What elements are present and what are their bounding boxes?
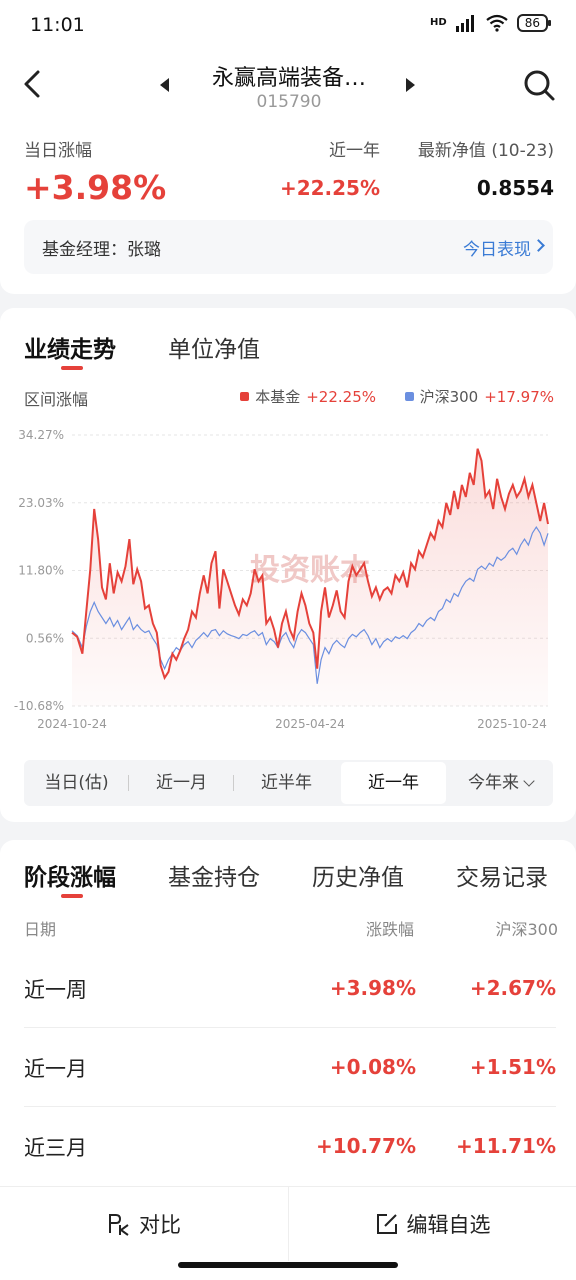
legend-index-label: 沪深300	[419, 388, 479, 406]
col-head-date: 日期	[24, 920, 57, 939]
active-tab-indicator	[61, 366, 83, 370]
home-indicator	[178, 1262, 398, 1268]
fund-area	[72, 448, 548, 706]
row-change: +3.98%	[329, 976, 416, 1000]
legend-fund-swatch	[240, 392, 250, 401]
previous-fund-icon[interactable]	[160, 78, 169, 92]
period-ytd-label: 今年来	[468, 773, 519, 793]
tab-fund-holdings[interactable]: 基金持仓	[168, 865, 260, 891]
period-6-months[interactable]: 近半年	[261, 773, 312, 793]
row-label: 近三月	[24, 1136, 87, 1160]
x-tick-label: 2025-10-24	[477, 717, 547, 731]
performance-chart-card: 业绩走势 单位净值 区间涨幅 本基金 +22.25% 沪深300 +17.97%…	[0, 308, 576, 822]
period-1-month[interactable]: 近一月	[129, 762, 234, 804]
legend-index-value: +17.97%	[484, 387, 554, 406]
wifi-icon	[486, 14, 508, 32]
compare-button[interactable]: 对比	[0, 1187, 288, 1261]
table-row[interactable]: 近一月 +0.08% +1.51%	[24, 1029, 556, 1107]
row-label: 近一月	[24, 1057, 87, 1081]
edit-watchlist-label: 编辑自选	[406, 1213, 491, 1237]
period-ytd-dropdown[interactable]: 今年来	[448, 762, 553, 804]
x-tick-label: 2024-10-24	[37, 717, 107, 731]
legend-fund: 本基金 +22.25%	[240, 386, 376, 407]
next-fund-icon[interactable]	[406, 78, 415, 92]
search-icon[interactable]	[522, 68, 556, 102]
status-bar: 11:01 HD 86	[0, 0, 576, 52]
y-tick-label: 11.80%	[18, 564, 64, 578]
table-row[interactable]: 近一周 +3.98% +2.67%	[24, 950, 556, 1028]
fund-header: 永赢高端装备… 015790	[0, 52, 576, 120]
row-label: 近一周	[24, 978, 87, 1002]
index-series-line	[71, 525, 549, 684]
fund-summary-card: 当日涨幅 +3.98% 近一年 +22.25% 最新净值 (10-23) 0.8…	[0, 120, 576, 294]
fund-manager-text: 基金经理：张璐	[42, 240, 161, 260]
year-change-label: 近一年	[329, 141, 380, 161]
pk-compare-icon	[109, 1214, 129, 1236]
stage-returns-card: 阶段涨幅 基金持仓 历史净值 交易记录 日期 涨跌幅 沪深300 近一周 +3.…	[0, 840, 576, 1190]
y-tick-label: 0.56%	[26, 631, 64, 645]
legend-index: 沪深300 +17.97%	[404, 386, 554, 407]
daily-change-label: 当日涨幅	[24, 141, 92, 161]
range-change-label: 区间涨幅	[24, 390, 89, 409]
daily-change-value: +3.98%	[24, 168, 167, 207]
y-tick-label: 23.03%	[18, 496, 64, 510]
fund-manager-bar[interactable]: 基金经理：张璐 今日表现	[24, 220, 553, 274]
tab-unit-nav[interactable]: 单位净值	[168, 337, 260, 363]
fund-code: 015790	[256, 92, 322, 112]
edit-watchlist-button[interactable]: 编辑自选	[289, 1187, 576, 1261]
today-performance-link[interactable]: 今日表现	[463, 240, 531, 260]
footer-divider	[288, 1187, 289, 1261]
tab-stage-returns[interactable]: 阶段涨幅	[24, 865, 116, 891]
tab-trade-records[interactable]: 交易记录	[456, 865, 548, 891]
fund-series-line	[71, 448, 549, 681]
signal-icon	[455, 15, 474, 32]
period-1-year[interactable]: 近一年	[341, 762, 446, 804]
col-head-index: 沪深300	[495, 920, 558, 939]
legend-fund-value: +22.25%	[306, 387, 376, 406]
row-index: +2.67%	[469, 976, 556, 1000]
compare-label: 对比	[139, 1213, 181, 1237]
row-index: +1.51%	[469, 1055, 556, 1079]
year-change-value: +22.25%	[279, 176, 380, 200]
row-change: +0.08%	[329, 1055, 416, 1079]
legend-index-swatch	[404, 392, 414, 401]
latest-nav-value: 0.8554	[476, 176, 554, 200]
fund-name: 永赢高端装备…	[211, 66, 366, 91]
table-row[interactable]: 近三月 +10.77% +11.71%	[24, 1108, 556, 1186]
period-selector: 当日(估) 近一月 近半年 近一年 今年来	[24, 760, 553, 806]
tab-history-nav[interactable]: 历史净值	[312, 865, 404, 891]
back-arrow-icon[interactable]	[18, 66, 50, 102]
row-index: +11.71%	[455, 1134, 556, 1158]
performance-line-chart: 34.27% 23.03% 11.80% 0.56% -10.68% 2024-10-24…	[14, 428, 549, 731]
col-head-change: 涨跌幅	[365, 920, 414, 939]
tab-performance-trend[interactable]: 业绩走势	[24, 337, 116, 363]
x-tick-label: 2025-04-24	[275, 717, 345, 731]
status-icons: HD 86	[430, 14, 552, 32]
period-today-estimate[interactable]: 当日(估)	[24, 762, 129, 804]
chevron-right-icon	[532, 239, 545, 252]
row-change: +10.77%	[315, 1134, 416, 1158]
hd-badge: HD	[430, 17, 447, 28]
chevron-down-icon	[523, 775, 535, 787]
battery-indicator: 86	[516, 14, 552, 32]
legend-fund-label: 本基金	[255, 388, 301, 406]
y-tick-label: -10.68%	[14, 699, 64, 713]
edit-icon	[376, 1214, 397, 1234]
y-tick-label: 34.27%	[18, 428, 64, 442]
active-section-indicator	[61, 894, 83, 898]
latest-nav-label: 最新净值 (10-23)	[417, 141, 554, 161]
status-time: 11:01	[30, 14, 85, 36]
